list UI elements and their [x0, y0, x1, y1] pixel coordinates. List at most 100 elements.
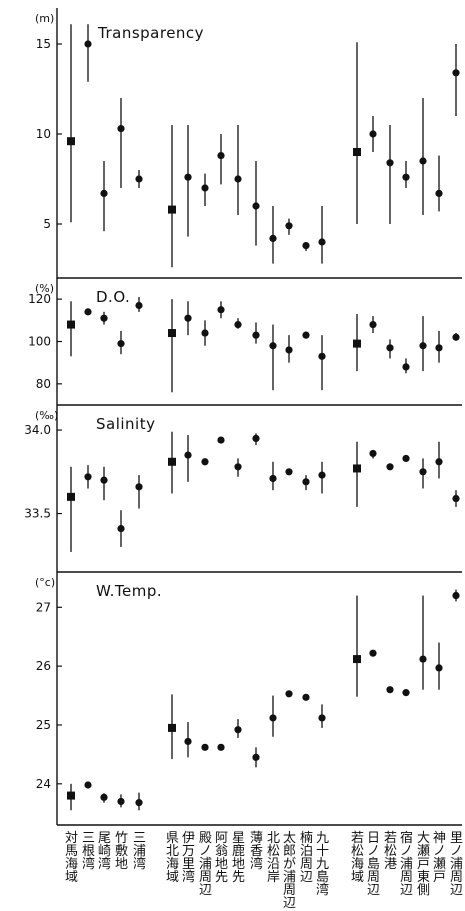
panel-2: (‰) Salinity 33.5 34.0: [24, 405, 462, 573]
mean-marker-circle: [452, 69, 460, 77]
mean-marker-square: [168, 723, 176, 732]
mean-marker-circle: [252, 202, 260, 210]
mean-marker-circle: [252, 434, 260, 442]
mean-marker-circle: [402, 454, 410, 463]
mean-marker-circle: [452, 494, 460, 503]
category-label: 楠泊周辺: [299, 831, 313, 885]
category-label: 大瀬戸東側: [416, 831, 430, 898]
mean-marker-circle: [402, 363, 410, 371]
category-label: 県北海域: [165, 831, 179, 885]
panel-0: (m) Transparency 5 10 15: [35, 8, 462, 279]
category-label: 対馬海域: [64, 831, 78, 885]
y-tick-label: 80: [36, 377, 51, 391]
mean-marker-circle: [201, 743, 209, 751]
mean-marker-circle: [117, 340, 125, 348]
mean-marker-circle: [135, 799, 143, 807]
mean-marker-circle: [386, 159, 394, 167]
mean-marker-square: [353, 655, 361, 664]
mean-marker-circle: [269, 714, 277, 722]
mean-marker-circle: [234, 175, 242, 183]
mean-marker-circle: [117, 797, 125, 806]
panel-3: (°c) W.Temp. 24 25 26 27: [35, 572, 462, 826]
mean-marker-circle: [184, 451, 192, 459]
category-label: 太郎が浦周辺: [282, 831, 296, 911]
mean-marker-circle: [285, 690, 293, 698]
mean-marker-circle: [217, 743, 225, 751]
panel-title: Transparency: [97, 24, 204, 42]
panel-title: W.Temp.: [96, 582, 162, 600]
mean-marker-circle: [217, 152, 225, 160]
mean-marker-circle: [452, 333, 460, 341]
mean-marker-circle: [84, 781, 92, 789]
mean-marker-square: [353, 464, 361, 473]
y-tick-label: 25: [36, 718, 51, 732]
category-label: 北松沿岸: [266, 831, 280, 885]
y-tick-label: 100: [28, 335, 51, 349]
category-label: 薄香湾: [249, 831, 263, 872]
panel-title: Salinity: [96, 415, 155, 433]
mean-marker-circle: [302, 478, 310, 486]
category-label: 三浦湾: [132, 831, 146, 872]
mean-marker-circle: [234, 726, 242, 734]
category-label: 九十九島湾: [315, 831, 329, 898]
mean-marker-circle: [100, 793, 108, 801]
mean-marker-circle: [452, 591, 460, 600]
mean-marker-circle: [135, 175, 143, 183]
mean-marker-circle: [369, 320, 377, 329]
mean-marker-circle: [100, 314, 108, 322]
category-label: 殿ノ浦周辺: [198, 831, 212, 898]
mean-marker-circle: [402, 173, 410, 181]
mean-marker-circle: [269, 234, 277, 242]
mean-marker-circle: [386, 686, 394, 694]
mean-marker-square: [168, 205, 176, 214]
mean-marker-circle: [252, 331, 260, 339]
mean-marker-circle: [135, 301, 143, 310]
figure: (m) Transparency 5 10 15 (%) D.O. 80 100 120 (‰) Sa…: [24, 8, 462, 826]
mean-marker-circle: [302, 242, 310, 250]
mean-marker-square: [67, 137, 75, 146]
unit-label: (%): [35, 282, 54, 295]
mean-marker-square: [353, 148, 361, 156]
mean-marker-circle: [369, 130, 377, 138]
category-label: 宿ノ浦周辺: [399, 831, 413, 898]
mean-marker-circle: [369, 449, 377, 458]
mean-marker-circle: [117, 524, 125, 533]
mean-marker-circle: [217, 436, 225, 444]
mean-marker-circle: [386, 344, 394, 352]
y-tick-label: 10: [36, 127, 51, 141]
mean-marker-circle: [402, 689, 410, 697]
mean-marker-circle: [419, 655, 427, 663]
mean-marker-circle: [285, 346, 293, 354]
category-label: 阿翁地先: [214, 831, 228, 885]
mean-marker-circle: [234, 320, 242, 329]
mean-marker-circle: [302, 693, 310, 701]
mean-marker-circle: [184, 314, 192, 322]
mean-marker-circle: [435, 189, 443, 197]
mean-marker-circle: [84, 308, 92, 316]
mean-marker-circle: [234, 463, 242, 471]
mean-marker-circle: [285, 468, 293, 476]
mean-marker-circle: [369, 649, 377, 657]
mean-marker-square: [67, 791, 75, 800]
mean-marker-circle: [201, 184, 209, 192]
category-label: 伊万里湾: [181, 831, 195, 885]
mean-marker-circle: [302, 331, 310, 339]
y-tick-label: 5: [43, 217, 51, 231]
category-label: 若松港: [383, 831, 397, 872]
mean-marker-circle: [419, 342, 427, 350]
category-label: 里ノ浦周辺: [449, 831, 463, 898]
category-label: 日ノ島周辺: [366, 831, 380, 898]
unit-label: (m): [35, 12, 54, 25]
mean-marker-circle: [285, 222, 293, 230]
mean-marker-circle: [84, 40, 92, 48]
mean-marker-square: [168, 329, 176, 338]
category-label: 竹敷地: [114, 831, 128, 872]
mean-marker-circle: [100, 476, 108, 484]
y-tick-label: 15: [36, 37, 51, 51]
y-tick-label: 24: [36, 777, 51, 791]
mean-marker-circle: [435, 664, 443, 672]
y-tick-label: 120: [28, 292, 51, 306]
mean-marker-circle: [435, 458, 443, 466]
mean-marker-circle: [217, 306, 225, 314]
mean-marker-circle: [201, 458, 209, 466]
